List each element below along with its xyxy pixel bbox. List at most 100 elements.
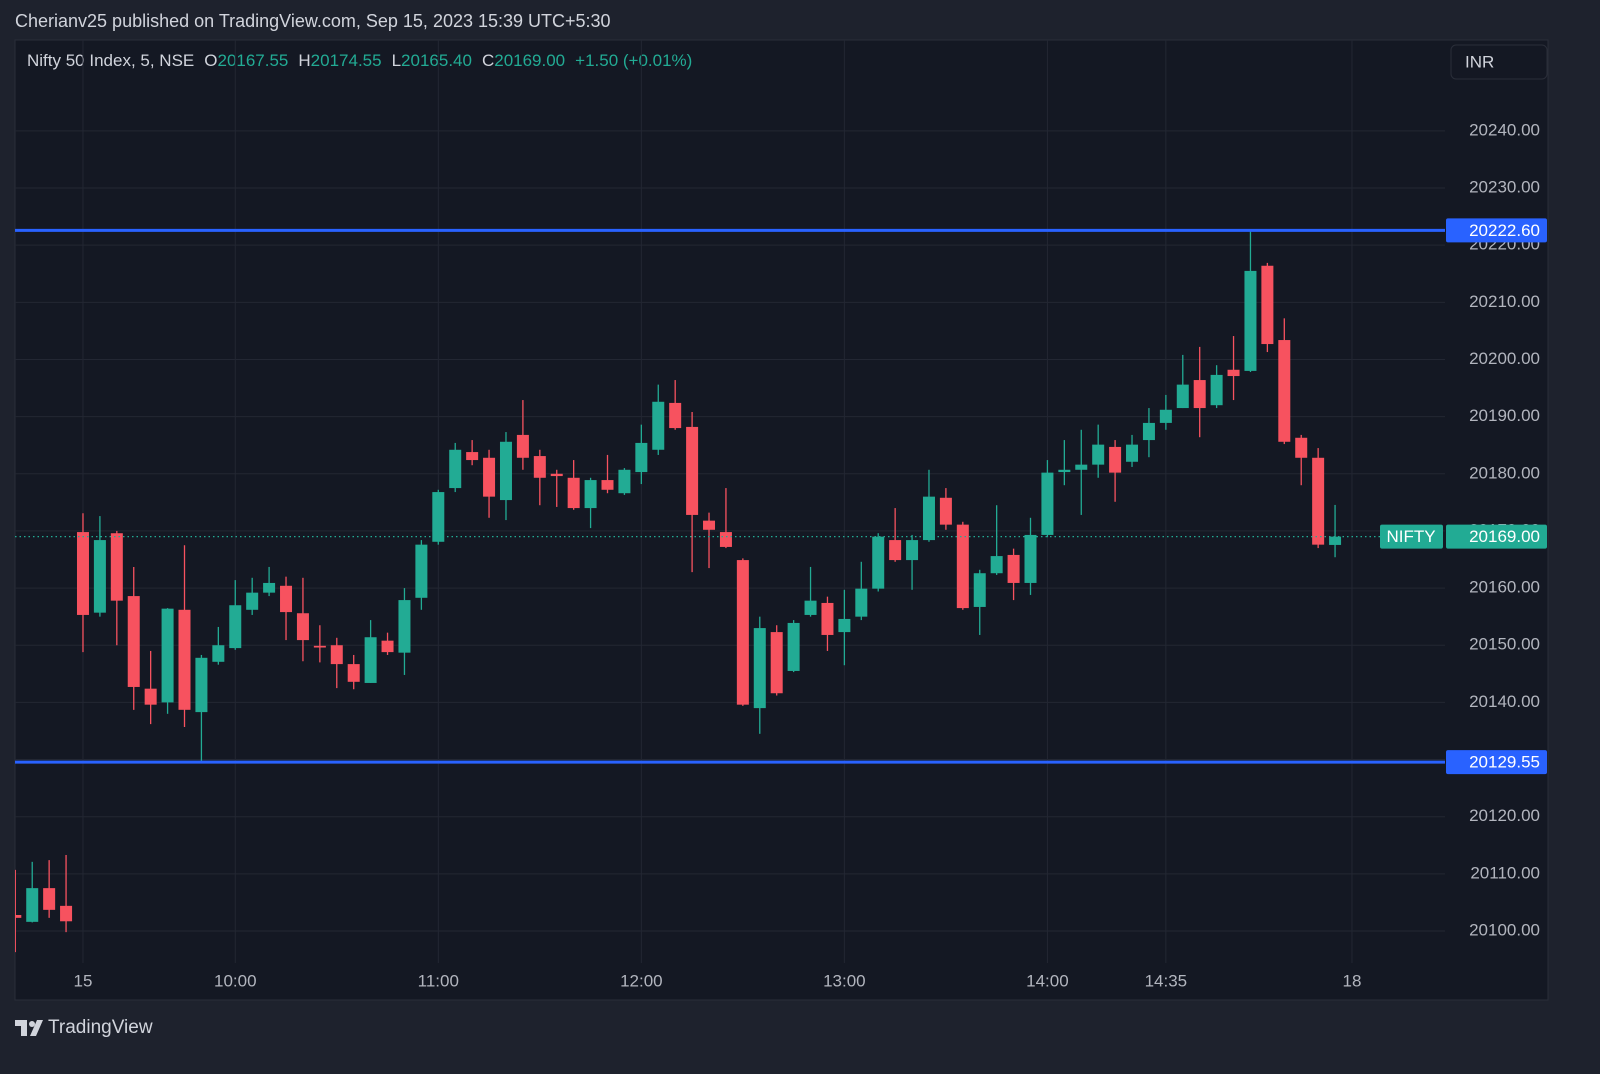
candle-body	[533, 456, 546, 478]
x-tick-label: 10:00	[214, 971, 257, 990]
y-tick-label: 20110.00	[1470, 863, 1540, 882]
brand-name: TradingView	[48, 1017, 153, 1038]
candle-body	[212, 645, 225, 662]
candle-body	[1109, 446, 1122, 473]
candle-body	[398, 600, 411, 653]
level-tag	[1446, 218, 1547, 243]
candle-body	[1295, 437, 1308, 458]
candle-body	[686, 426, 699, 515]
candle-body	[26, 888, 39, 922]
candle-body	[161, 608, 174, 703]
y-tick-label: 20120.00	[1469, 806, 1540, 825]
candle-body	[719, 532, 732, 547]
candle-body	[432, 492, 445, 542]
candle-body	[1058, 469, 1071, 473]
candle-body	[364, 637, 377, 683]
candle-body	[956, 524, 969, 609]
candle-body	[195, 657, 208, 713]
candle-body	[1193, 380, 1206, 409]
candle-body	[1210, 374, 1223, 406]
candle-body	[466, 452, 479, 461]
candle-body	[144, 688, 157, 705]
candle-body	[516, 434, 529, 458]
y-tick-label: 20200.00	[1469, 349, 1540, 368]
legend-value: 20169.00	[494, 51, 565, 70]
y-tick-label: 20140.00	[1469, 692, 1540, 711]
candle-body	[889, 540, 902, 561]
y-tick-label: 20180.00	[1469, 463, 1540, 482]
x-tick-label: 12:00	[620, 971, 663, 990]
candle-body	[1075, 464, 1088, 470]
x-tick-label: 15	[74, 971, 93, 990]
candle-body	[1329, 536, 1342, 545]
candle-body	[93, 540, 106, 613]
candle-body	[1126, 444, 1139, 462]
x-tick-label: 18	[1343, 971, 1362, 990]
candle-body	[60, 905, 73, 922]
candle-body	[787, 622, 800, 671]
legend: Nifty 50 Index, 5, NSE O20167.55 H20174.55…	[27, 51, 692, 70]
y-tick-label: 20150.00	[1469, 635, 1540, 654]
y-tick-label: 20210.00	[1469, 292, 1540, 311]
candle-body	[550, 473, 563, 477]
candle-body	[906, 540, 919, 561]
candle-body	[127, 596, 140, 687]
legend-value: 20174.55	[311, 51, 382, 70]
legend-value: 20167.55	[217, 51, 288, 70]
y-tick-label: 20190.00	[1469, 406, 1540, 425]
candle-body	[449, 449, 462, 489]
candle-body	[1092, 444, 1105, 465]
candle-body	[973, 573, 986, 607]
currency-button[interactable]	[1450, 44, 1548, 80]
logo-dot	[29, 1021, 35, 1027]
candle-body	[483, 457, 496, 497]
symbol-tag	[1380, 524, 1443, 549]
candle-body	[1227, 369, 1240, 377]
candle-body	[499, 441, 512, 501]
candle-body	[922, 496, 935, 541]
price-tag-label: 20169.00	[1469, 527, 1540, 546]
chart-frame	[14, 39, 1549, 1001]
legend-key: H	[298, 51, 310, 70]
currency-label[interactable]: INR	[1465, 52, 1494, 71]
candle-body	[1312, 457, 1325, 545]
candle-body	[753, 628, 766, 709]
candle-body	[1244, 270, 1257, 371]
candle-body	[736, 560, 749, 705]
candle-body	[1041, 472, 1054, 535]
candle-body	[1261, 265, 1274, 345]
candle-body	[1278, 340, 1291, 442]
y-tick-label: 20160.00	[1469, 578, 1540, 597]
candle-body	[584, 480, 597, 509]
legend-key: O	[204, 51, 217, 70]
legend-change: +1.50 (+0.01%)	[575, 51, 692, 70]
legend-value: 20165.40	[401, 51, 472, 70]
candle-body	[229, 605, 242, 649]
candle-body	[601, 480, 614, 490]
candle-body	[43, 888, 56, 910]
candle-body	[263, 582, 276, 593]
candle-body	[1159, 409, 1172, 423]
legend-symbol: Nifty 50 Index, 5, NSE	[27, 51, 194, 70]
symbol-tag-label: NIFTY	[1386, 527, 1435, 546]
candle-body	[280, 585, 293, 613]
legend-key: C	[482, 51, 494, 70]
candle-body	[990, 556, 1003, 574]
candle-body	[313, 645, 326, 648]
level-tag-label: 20222.60	[1469, 221, 1540, 240]
candle-body	[618, 469, 631, 494]
plot-area	[15, 230, 1342, 953]
x-tick-label: 14:00	[1026, 971, 1069, 990]
price-tag	[1446, 524, 1547, 549]
y-tick-label: 20240.00	[1469, 120, 1540, 139]
y-tick-label: 20100.00	[1469, 920, 1540, 939]
candle-body	[246, 592, 259, 610]
candle-body	[652, 401, 665, 450]
candle-body	[76, 532, 89, 615]
candle-body	[838, 618, 851, 633]
candle-body	[415, 544, 428, 598]
candle-body	[381, 640, 394, 653]
